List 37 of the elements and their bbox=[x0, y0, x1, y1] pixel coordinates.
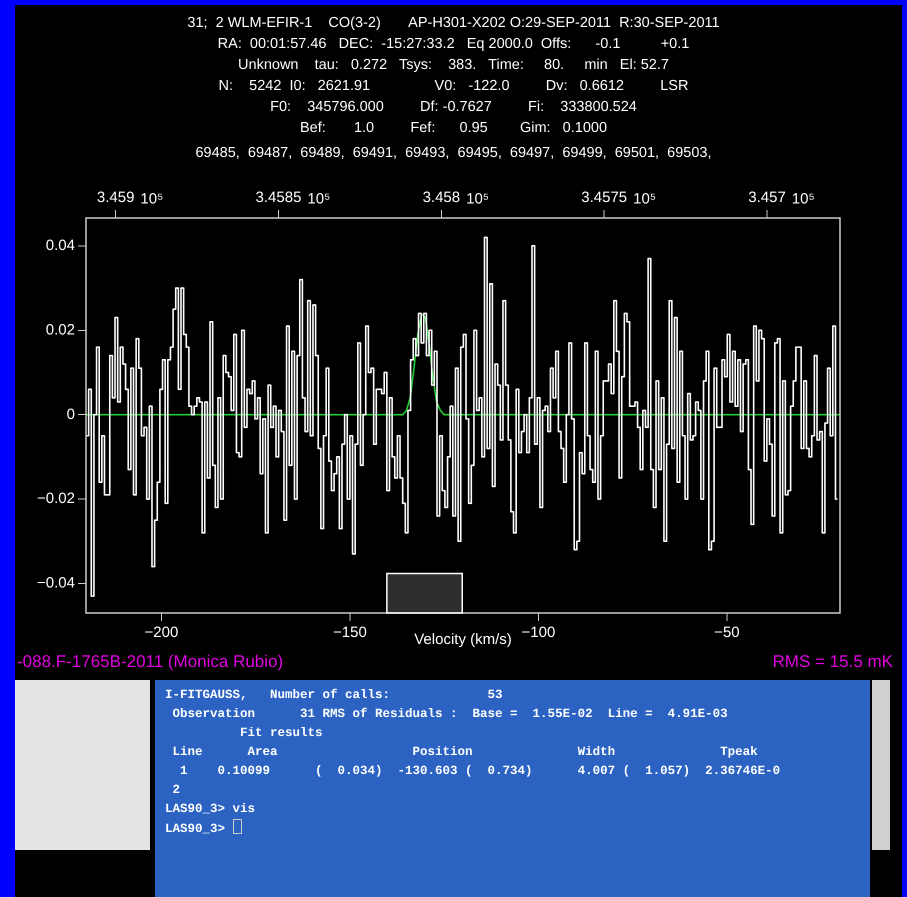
x-tick-label: −150 bbox=[333, 624, 367, 642]
text: 1 0.10099 ( 0.034) -130.603 ( 0.734) 4.007 ( 1.057) 2.36746E-0 bbox=[180, 764, 780, 778]
text: F0: 345796.000 Df: -0.7627 Fi: 333800.524 bbox=[269, 98, 638, 116]
text: 10⁵ bbox=[792, 190, 815, 208]
text: 10⁵ bbox=[633, 190, 656, 208]
x2-tick-label: 3.458 bbox=[422, 189, 460, 206]
y-tick-label: −0.02 bbox=[37, 490, 75, 508]
text: LAS90_3> vis bbox=[165, 802, 256, 816]
text: RA: 00:01:57.46 DEC: -15:27:33.2 Eq 2000.0 Offs: -0.1 +0.1 bbox=[216, 35, 690, 53]
x-tick-label: −50 bbox=[714, 624, 740, 642]
x2-tick-label: 3.457 bbox=[748, 189, 786, 206]
text: Bef: 1.0 Fef: 0.95 Gim: 0.1000 bbox=[298, 119, 608, 137]
y-tick-label: 0 bbox=[66, 406, 75, 423]
text: Line Area Position Width Tpeak bbox=[172, 745, 758, 759]
y-tick-label: −0.04 bbox=[37, 574, 75, 592]
y-tick-label: 0.02 bbox=[46, 321, 75, 338]
chart-title: 31; 2 WLM-EFIR-1 CO(3-2) AP-H301-X202 O:29-SEP-2011 R:30-SEP-2011 bbox=[186, 14, 721, 32]
y-tick-label: 0.04 bbox=[46, 236, 75, 254]
text: Unknown tau: 0.272 Tsys: 383. Time: 80. min El: 52.7 bbox=[237, 56, 670, 74]
x2-tick-label: 3.459 bbox=[96, 189, 134, 206]
text: 2 bbox=[172, 783, 180, 797]
text: I-FITGAUSS, Number of calls: 53 bbox=[165, 688, 503, 702]
text: Fit results bbox=[240, 726, 323, 740]
text: 69485, 69487, 69489, 69491, 69493, 69495, 69497, 69499, 69501, 69503, bbox=[194, 144, 712, 162]
text: Observation 31 RMS of Residuals : Base = 1.55E-02 Line = 4.91E-03 bbox=[172, 707, 728, 721]
x-tick-label: −200 bbox=[144, 624, 178, 642]
text: 10⁵ bbox=[466, 190, 490, 208]
x2-tick-label: 3.4575 bbox=[581, 189, 628, 206]
x2-axis-title: 10⁵ bbox=[140, 190, 164, 208]
text: LAS90_3> bbox=[165, 822, 226, 836]
text: N: 5242 I0: 2621.91 V0: -122.0 Dv: 0.6612 LSR bbox=[218, 77, 690, 95]
x2-tick-label: 3.4585 bbox=[256, 189, 302, 206]
text: 10⁵ bbox=[307, 190, 330, 208]
text: RMS = 15.5 mK bbox=[772, 652, 893, 672]
text: -088.F-1765B-2011 (Monica Rubio) bbox=[17, 652, 284, 672]
x-axis-title: Velocity (km/s) bbox=[414, 631, 512, 648]
x-tick-label: −100 bbox=[522, 624, 556, 642]
